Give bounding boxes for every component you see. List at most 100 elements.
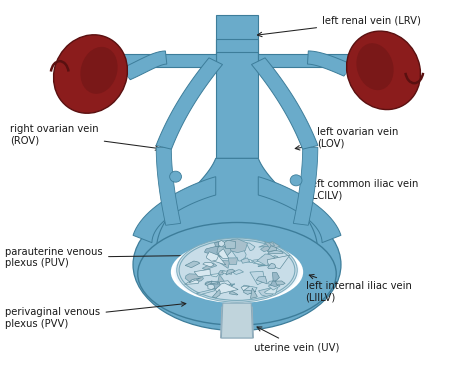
Polygon shape: [273, 272, 280, 281]
Polygon shape: [228, 258, 237, 265]
Polygon shape: [226, 239, 247, 253]
Polygon shape: [244, 290, 256, 294]
Polygon shape: [253, 256, 278, 266]
Polygon shape: [206, 252, 219, 261]
Polygon shape: [202, 263, 217, 270]
Polygon shape: [190, 277, 201, 283]
Ellipse shape: [171, 241, 303, 303]
Polygon shape: [226, 269, 235, 275]
Polygon shape: [196, 289, 215, 294]
Polygon shape: [275, 281, 285, 285]
Polygon shape: [260, 256, 281, 265]
Polygon shape: [268, 250, 283, 254]
Ellipse shape: [290, 175, 302, 186]
Polygon shape: [184, 279, 199, 284]
Polygon shape: [156, 158, 318, 272]
Polygon shape: [218, 261, 230, 268]
Polygon shape: [126, 56, 163, 78]
Polygon shape: [126, 56, 162, 74]
Polygon shape: [241, 286, 250, 291]
Polygon shape: [252, 260, 262, 265]
Ellipse shape: [356, 43, 393, 90]
Ellipse shape: [81, 47, 118, 94]
Ellipse shape: [174, 242, 300, 302]
Polygon shape: [217, 246, 231, 256]
Polygon shape: [267, 246, 277, 252]
Ellipse shape: [170, 171, 182, 182]
Polygon shape: [210, 281, 235, 284]
Polygon shape: [268, 280, 278, 287]
Polygon shape: [217, 275, 228, 287]
Text: left renal vein (LRV): left renal vein (LRV): [257, 16, 421, 37]
Ellipse shape: [166, 224, 308, 305]
Polygon shape: [262, 256, 269, 259]
Polygon shape: [258, 177, 341, 243]
Polygon shape: [203, 262, 214, 267]
Polygon shape: [258, 265, 267, 266]
Polygon shape: [232, 249, 246, 261]
Polygon shape: [205, 281, 212, 287]
Text: left internal iliac vein
(LIILV): left internal iliac vein (LIILV): [306, 275, 411, 303]
Polygon shape: [208, 284, 215, 290]
Ellipse shape: [138, 223, 336, 325]
Polygon shape: [219, 240, 225, 247]
Polygon shape: [212, 255, 226, 265]
Text: uterine vein (UV): uterine vein (UV): [254, 327, 339, 352]
Ellipse shape: [133, 199, 341, 330]
Polygon shape: [210, 284, 220, 289]
Polygon shape: [268, 263, 276, 269]
Text: perivaginal venous
plexus (PVV): perivaginal venous plexus (PVV): [5, 302, 186, 329]
Polygon shape: [224, 240, 236, 249]
Text: left common iliac vein
(LCILV): left common iliac vein (LCILV): [291, 179, 418, 205]
Ellipse shape: [54, 35, 128, 113]
Polygon shape: [133, 177, 216, 243]
Polygon shape: [257, 254, 274, 266]
Polygon shape: [156, 147, 181, 225]
Polygon shape: [264, 241, 273, 251]
Polygon shape: [246, 243, 255, 251]
Text: right ovarian vein
(ROV): right ovarian vein (ROV): [10, 124, 160, 150]
Text: left ovarian vein
(LOV): left ovarian vein (LOV): [295, 127, 399, 150]
Polygon shape: [126, 56, 162, 76]
Polygon shape: [241, 258, 250, 263]
Ellipse shape: [177, 238, 297, 302]
Polygon shape: [185, 261, 200, 268]
Polygon shape: [252, 58, 318, 149]
Polygon shape: [271, 281, 280, 286]
Polygon shape: [268, 284, 280, 290]
Polygon shape: [261, 241, 280, 252]
Polygon shape: [229, 291, 238, 295]
Text: parauterine venous
plexus (PUV): parauterine venous plexus (PUV): [5, 247, 193, 268]
Polygon shape: [243, 285, 257, 294]
Polygon shape: [270, 282, 278, 285]
Polygon shape: [250, 288, 257, 298]
Polygon shape: [223, 246, 237, 250]
Polygon shape: [218, 270, 225, 275]
Polygon shape: [267, 255, 290, 269]
Polygon shape: [215, 242, 219, 247]
Polygon shape: [210, 273, 219, 277]
Ellipse shape: [179, 240, 295, 300]
Polygon shape: [258, 287, 273, 296]
Polygon shape: [264, 284, 279, 294]
Polygon shape: [205, 246, 226, 257]
Polygon shape: [264, 256, 279, 266]
Polygon shape: [233, 270, 244, 275]
Polygon shape: [185, 274, 203, 282]
Polygon shape: [156, 58, 222, 149]
Polygon shape: [312, 55, 348, 70]
Polygon shape: [205, 281, 219, 285]
Polygon shape: [293, 147, 318, 225]
Polygon shape: [194, 269, 210, 277]
Polygon shape: [220, 307, 254, 338]
Polygon shape: [221, 303, 253, 338]
Polygon shape: [259, 242, 274, 247]
Polygon shape: [216, 15, 258, 158]
Polygon shape: [216, 283, 238, 294]
Polygon shape: [212, 290, 220, 298]
Polygon shape: [222, 271, 232, 274]
Polygon shape: [312, 55, 348, 72]
Polygon shape: [250, 271, 265, 285]
Polygon shape: [227, 284, 235, 290]
Polygon shape: [114, 39, 360, 67]
